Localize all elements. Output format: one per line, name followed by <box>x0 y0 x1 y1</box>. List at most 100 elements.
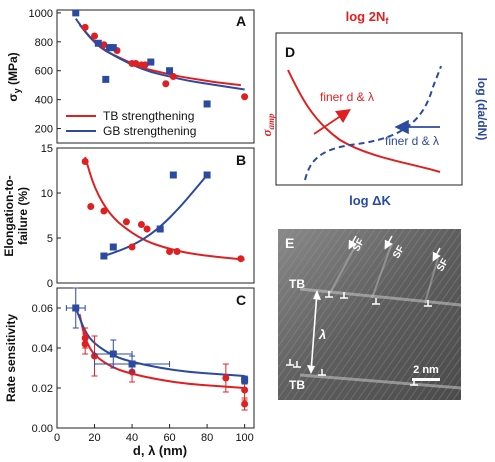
data-point <box>141 61 149 69</box>
panel-a-chart: 200 400 600 800 1000 A σy (MPa) TB strengthe… <box>6 8 255 144</box>
panel-d-right-y-label: log (da/dN) <box>475 78 489 141</box>
panel-b-y-axis: 0 5 10 15 <box>41 143 61 290</box>
x-tick-label: 20 <box>88 432 100 444</box>
panel-b-data-points <box>81 158 245 263</box>
panel-c-x-axis: 0 20 40 60 80 100 <box>54 424 254 444</box>
data-point <box>169 171 177 179</box>
panel-c-fit-curves <box>74 307 245 389</box>
x-tick-label: 0 <box>54 432 60 444</box>
panel-a-data-points <box>72 9 249 108</box>
data-point <box>143 225 151 233</box>
tb-label-bottom: TB <box>289 378 305 392</box>
data-point <box>222 374 230 382</box>
tem-lattice-texture <box>278 229 461 400</box>
data-point <box>241 376 249 384</box>
panel-d-left-main: σ <box>259 129 274 137</box>
panel-d-left-y-label: σamp <box>259 113 276 137</box>
dislocation-symbol <box>340 292 348 299</box>
panel-b-label: B <box>236 152 246 168</box>
y-tick-label: 200 <box>35 124 53 136</box>
panel-c-chart: 0.00 0.02 0.04 0.06 0 20 40 60 80 100 C Rate sen… <box>4 287 255 458</box>
data-point <box>166 67 174 75</box>
scale-bar-label: 2 nm <box>413 364 439 376</box>
sf-arrow-3 <box>432 247 441 262</box>
x-tick-label: 60 <box>163 432 175 444</box>
data-point <box>237 255 245 263</box>
data-point <box>109 44 117 52</box>
y-tick-label: 10 <box>41 188 53 200</box>
data-point <box>87 203 95 210</box>
data-point <box>72 304 80 312</box>
fit-curve <box>84 156 245 261</box>
panel-d-label: D <box>285 44 295 60</box>
lambda-label: λ <box>318 327 326 342</box>
panel-d-red-curve <box>287 69 441 173</box>
data-point <box>166 248 174 255</box>
data-point <box>147 58 155 66</box>
data-point <box>109 350 117 358</box>
panel-a-y-axis-label: σy (MPa) <box>6 52 22 101</box>
panel-a-legend: TB strengthening GB strengthening <box>66 109 196 138</box>
panel-a-y-axis: 200 400 600 800 1000 <box>29 8 61 136</box>
panel-d-red-annotation: finer d & λ <box>320 90 374 104</box>
scale-bar <box>412 378 440 381</box>
y-tick-label: 0.00 <box>32 423 53 435</box>
data-point <box>162 80 170 88</box>
panel-a-ylabel-unit: (MPa) <box>6 52 20 88</box>
panel-a-fit-curves <box>74 18 245 91</box>
sf-arrow-2 <box>384 235 393 250</box>
data-point <box>137 221 145 228</box>
panel-b-frame <box>56 147 255 284</box>
data-point <box>81 340 89 348</box>
panel-e-tem-image: E SF SF SF TB TB λ 2 nm <box>278 229 462 400</box>
tem-stacking-fault-2 <box>371 242 393 299</box>
panel-b-y-axis-label-line1: Elongation-to- <box>2 175 16 256</box>
x-tick-label: 40 <box>126 432 138 444</box>
x-tick-label: 80 <box>201 432 213 444</box>
y-tick-label: 15 <box>41 143 53 155</box>
dislocation-symbol <box>325 291 333 298</box>
dislocation-symbol <box>286 359 294 366</box>
x-tick-label: 100 <box>235 432 253 444</box>
data-point <box>169 73 177 80</box>
panel-b-chart: 0 5 10 15 B Elongation-to- failure (%) <box>2 143 255 290</box>
panel-d-blue-annotation: finer d & λ <box>385 134 439 148</box>
panel-a-ylabel-sub: y <box>12 88 22 93</box>
panel-d-top-sub: f <box>385 16 389 26</box>
data-point <box>109 243 117 251</box>
data-point <box>72 9 80 17</box>
y-tick-label: 0.06 <box>32 303 53 315</box>
panel-d-left-sub: amp <box>266 113 276 130</box>
data-point <box>91 32 99 40</box>
dislocation-symbol <box>318 369 326 376</box>
y-tick-label: 0.04 <box>32 343 53 355</box>
data-point <box>128 243 136 251</box>
sf-arrow-1 <box>348 235 357 250</box>
legend-tb-label: TB strengthening <box>103 109 194 123</box>
panel-d-top-label: log 2Nf <box>346 9 390 26</box>
panel-a-ylabel-main: σ <box>6 93 20 101</box>
data-point <box>132 59 140 67</box>
data-point <box>128 360 136 368</box>
legend-gb-label: GB strengthening <box>103 124 196 138</box>
tem-bottom-twin-boundary <box>299 373 462 390</box>
lambda-spacing-arrow <box>310 291 318 373</box>
panel-c-frame <box>56 287 255 429</box>
panel-c-y-axis-label: Rate sensitivity <box>4 314 18 402</box>
data-point <box>241 93 249 101</box>
y-tick-label: 1000 <box>29 8 53 20</box>
dislocation-symbol <box>424 300 432 307</box>
tem-top-twin-boundary <box>299 287 462 307</box>
data-point <box>122 218 130 226</box>
fit-curve <box>74 307 245 377</box>
tem-stacking-fault-3 <box>424 257 439 304</box>
panel-d-x-axis-label: log ΔK <box>349 193 391 208</box>
data-point <box>102 75 110 83</box>
panel-c-label: C <box>236 292 246 308</box>
panel-c-y-axis: 0.00 0.02 0.04 0.06 <box>32 303 61 435</box>
data-point <box>156 225 164 233</box>
panel-d-red-arrow <box>313 108 351 135</box>
lambda-arrow-bottom-head <box>307 365 315 374</box>
tb-label-top: TB <box>289 277 305 291</box>
dislocation-symbol <box>293 361 301 368</box>
